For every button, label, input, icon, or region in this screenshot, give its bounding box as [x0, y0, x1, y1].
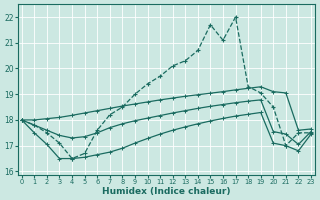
X-axis label: Humidex (Indice chaleur): Humidex (Indice chaleur) [102, 187, 231, 196]
